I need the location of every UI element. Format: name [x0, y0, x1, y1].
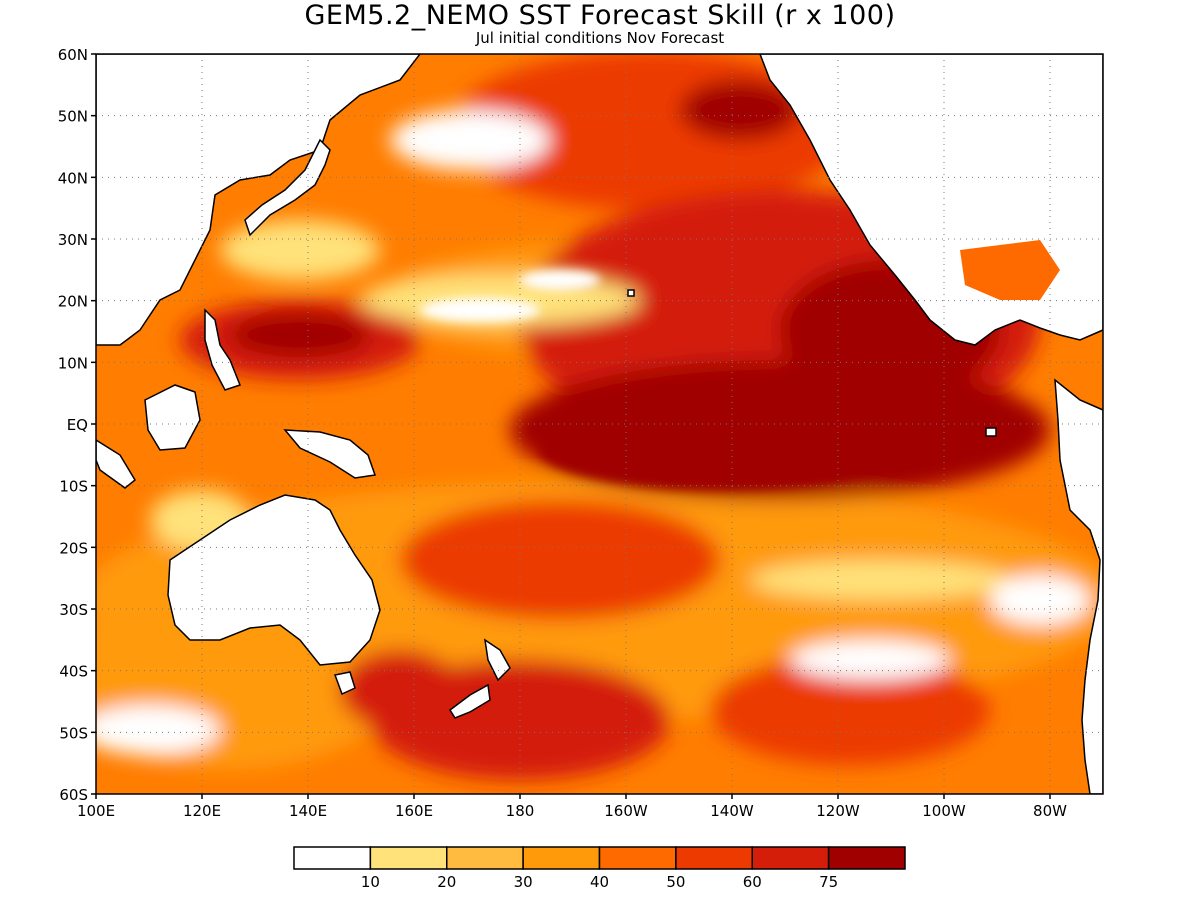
- new-guinea: [283, 429, 377, 479]
- south-america-landmass: [1054, 378, 1103, 794]
- borneo: [144, 384, 201, 451]
- map-subtitle: Jul initial conditions Nov Forecast: [475, 29, 725, 47]
- sumatra: [96, 439, 136, 489]
- lon-tick-label: 120E: [183, 802, 221, 820]
- asia-landmass: [96, 54, 421, 346]
- lon-tick-label: 180: [506, 802, 535, 820]
- lat-tick-label: 50S: [59, 724, 88, 742]
- philippines: [204, 308, 241, 391]
- colorbar-bin: [751, 846, 830, 870]
- colorbar: 10 20 30 40 50 60 75: [293, 846, 906, 891]
- colorbar-bin: [598, 846, 677, 870]
- colorbar-label: 75: [819, 873, 838, 891]
- heatmap-field: [96, 54, 1103, 794]
- lat-tick-label: 10S: [59, 478, 88, 496]
- hawaii: [627, 289, 635, 297]
- colorbar-bin: [293, 846, 372, 870]
- lon-tick-label: 100W: [922, 802, 966, 820]
- tasmania: [333, 671, 356, 696]
- colorbar-label: 30: [514, 873, 533, 891]
- lat-tick-label: EQ: [67, 416, 88, 434]
- lon-tick-label: 160E: [395, 802, 433, 820]
- lat-axis: 60N 50N 40N 30N 20N 10N EQ 10S 20S 30S 40S 50S 60S: [58, 46, 96, 804]
- nz-north-island: [484, 638, 511, 682]
- lat-tick-label: 20S: [59, 539, 88, 557]
- colorbar-bin: [522, 846, 601, 870]
- lon-tick-label: 140W: [710, 802, 754, 820]
- colorbar-bin: [827, 846, 906, 870]
- lon-tick-label: 140E: [289, 802, 327, 820]
- lat-tick-label: 40N: [58, 169, 88, 187]
- map-title: GEM5.2_NEMO SST Forecast Skill (r x 100): [304, 0, 896, 31]
- lon-tick-label: 120W: [816, 802, 860, 820]
- colorbar-bin: [446, 846, 524, 870]
- colorbar-label: 20: [437, 873, 456, 891]
- colorbar-label: 10: [361, 873, 380, 891]
- lat-tick-label: 50N: [58, 108, 88, 126]
- colorbar-label: 50: [666, 873, 685, 891]
- galapagos: [985, 427, 997, 437]
- colorbar-label: 40: [590, 873, 609, 891]
- colorbar-bin: [369, 846, 448, 870]
- lat-tick-label: 10N: [58, 354, 88, 372]
- nz-south-island: [448, 683, 491, 719]
- lat-tick-label: 30S: [59, 601, 88, 619]
- colorbar-label: 60: [743, 873, 762, 891]
- lat-tick-label: 30N: [58, 231, 88, 249]
- lat-tick-label: 20N: [58, 293, 88, 311]
- lon-tick-label: 160W: [604, 802, 648, 820]
- lon-axis: 100E 120E 140E 160E 180 160W 140W 120W 100W 80W: [77, 794, 1067, 820]
- lat-tick-label: 60S: [59, 786, 88, 804]
- australia-landmass: [167, 494, 381, 666]
- lon-tick-label: 80W: [1033, 802, 1067, 820]
- gulf-of-mexico: [960, 240, 1060, 300]
- lon-tick-label: 100E: [77, 802, 115, 820]
- lat-tick-label: 60N: [58, 46, 88, 64]
- lat-tick-label: 40S: [59, 663, 88, 681]
- japan: [244, 138, 331, 237]
- land-masses: [96, 54, 1103, 794]
- colorbar-bin: [675, 846, 753, 870]
